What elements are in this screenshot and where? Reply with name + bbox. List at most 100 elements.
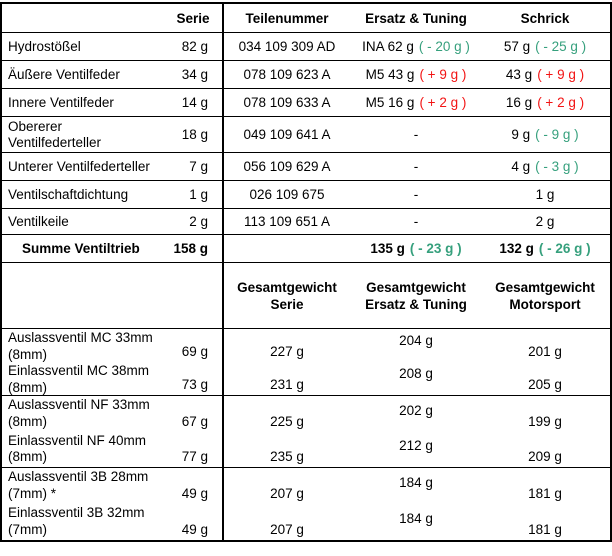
label-cell: Einlassventil NF 40mm (8mm) — [2, 432, 170, 468]
serie-cell: 2 g — [189, 214, 208, 229]
ersatz-cell: - — [352, 181, 480, 208]
serie-value: 77 g — [181, 449, 208, 464]
teilenummer-cell: 026 109 675 — [249, 187, 325, 202]
schrick-value: 9 g — [511, 127, 531, 142]
table-row-auslassventil-nf: Auslassventil NF 33mm (8mm) 67 g 225 g 2… — [2, 396, 610, 432]
gesamt-motorsport-value: 199 g — [528, 413, 562, 429]
serie-cell: 1 g — [189, 187, 208, 202]
header-line1: Gesamtgewicht — [495, 279, 595, 295]
serie-cell: 7 g — [189, 159, 208, 174]
ersatz-cell: - — [352, 153, 480, 180]
gesamt-serie-cell: 231 g — [222, 362, 352, 395]
serie-cell: 14 g — [181, 95, 208, 110]
schrick-cell: 43 g ( + 9 g ) — [480, 61, 610, 88]
table-row-oberer-ventilfederteller: Obererer Ventilfederteller 18 g 049 109 … — [2, 117, 610, 153]
table-row-summe-ventiltrieb: Summe Ventiltrieb 158 g 135 g ( - 23 g )… — [2, 235, 610, 263]
gesamt-motorsport-value: 181 g — [528, 522, 562, 537]
table-row-aeussere-ventilfeder: Äußere Ventilfeder 34 g 078 109 623 A M5… — [2, 61, 610, 89]
gesamt-motorsport-cell: 181 g — [480, 504, 610, 540]
table-row-ventilkeile: Ventilkeile 2 g 113 109 651 A - 2 g — [2, 209, 610, 235]
serie-cell: 82 g — [181, 39, 208, 54]
header-line2: Motorsport — [509, 296, 581, 312]
label-cell: Ventilschaftdichtung — [8, 187, 129, 202]
gesamt-ersatz-cell: 184 g — [352, 468, 480, 504]
schrick-cell: 9 g ( - 9 g ) — [480, 117, 610, 152]
gesamt-ersatz-value: 212 g — [399, 438, 433, 453]
header-line2: Serie — [270, 296, 304, 312]
ersatz-cell: M5 16 g ( + 2 g ) — [352, 89, 480, 116]
schrick-cell: 2 g — [480, 209, 610, 234]
header-line2: Ersatz & Tuning — [365, 296, 467, 312]
header-gesamtgewicht-serie: Gesamtgewicht Serie — [222, 263, 352, 328]
label-line1: Einlassventil NF 40mm — [8, 432, 147, 448]
gesamt-serie-value: 207 g — [270, 486, 304, 501]
gesamt-serie-value: 225 g — [270, 413, 304, 429]
serie-value: 49 g — [181, 486, 208, 501]
summe-schrick: 132 g ( - 26 g ) — [480, 235, 610, 262]
summe-label: Summe Ventiltrieb — [22, 241, 140, 256]
schrick-value: 16 g — [505, 95, 533, 110]
label-line2: (8mm) — [8, 413, 47, 429]
schrick-value: 43 g — [505, 67, 533, 82]
schrick-delta: ( - 3 g ) — [535, 159, 579, 174]
teilenummer-cell: 049 109 641 A — [243, 127, 331, 142]
valve-group-3b: Auslassventil 3B 28mm (7mm) * 49 g 207 g… — [2, 468, 610, 540]
gesamt-serie-value: 207 g — [270, 522, 304, 537]
header-schrick: Schrick — [520, 10, 570, 26]
header-teilenummer: Teilenummer — [245, 10, 329, 26]
table-row-unterer-ventilfederteller: Unterer Ventilfederteller 7 g 056 109 62… — [2, 153, 610, 181]
table1-header-row: Serie Teilenummer Ersatz & Tuning Schric… — [2, 4, 610, 33]
label-cell: Innere Ventilfeder — [8, 95, 114, 110]
schrick-cell: 16 g ( + 2 g ) — [480, 89, 610, 116]
gesamt-serie-cell: 235 g — [222, 432, 352, 468]
table-row-ventilschaftdichtung: Ventilschaftdichtung 1 g 026 109 675 - 1… — [2, 181, 610, 209]
gesamt-ersatz-value: 184 g — [399, 511, 433, 526]
schrick-cell: 1 g — [480, 181, 610, 208]
empty-header-cell — [2, 263, 170, 328]
gesamt-ersatz-cell: 212 g — [352, 432, 480, 468]
table-row-hydrostoessel: Hydrostößel 82 g 034 109 309 AD INA 62 g… — [2, 33, 610, 61]
gesamt-ersatz-value: 208 g — [399, 366, 433, 381]
gesamt-motorsport-cell: 209 g — [480, 432, 610, 468]
gesamt-ersatz-value: 202 g — [399, 402, 433, 418]
gesamt-ersatz-cell: 204 g — [352, 329, 480, 362]
schrick-value: 4 g — [511, 159, 531, 174]
table-row-auslassventil-mc: Auslassventil MC 33mm (8mm) 69 g 227 g 2… — [2, 329, 610, 362]
summe-schrick-value: 132 g — [499, 241, 534, 256]
teilenummer-cell: 056 109 629 A — [243, 159, 331, 174]
gesamt-ersatz-cell: 184 g — [352, 504, 480, 540]
serie-value: 69 g — [181, 344, 208, 359]
serie-cell: 49 g — [170, 504, 222, 540]
schrick-delta: ( - 9 g ) — [535, 127, 579, 142]
serie-cell: 77 g — [170, 432, 222, 468]
label-line2: Ventilfederteller — [8, 134, 102, 150]
label-cell: Auslassventil 3B 28mm (7mm) * — [2, 468, 170, 504]
gesamt-serie-value: 231 g — [270, 377, 304, 392]
label-cell: Unterer Ventilfederteller — [8, 159, 150, 174]
label-cell: Auslassventil MC 33mm (8mm) — [2, 329, 170, 362]
gesamt-serie-cell: 225 g — [222, 396, 352, 432]
label-line2: (8mm) — [8, 346, 47, 362]
schrick-cell: 4 g ( - 3 g ) — [480, 153, 610, 180]
ersatz-value: - — [413, 214, 419, 229]
gesamt-motorsport-cell: 201 g — [480, 329, 610, 362]
table2-header-row: Gesamtgewicht Serie Gesamtgewicht Ersatz… — [2, 263, 610, 329]
table-row-einlassventil-mc: Einlassventil MC 38mm (8mm) 73 g 231 g 2… — [2, 362, 610, 395]
gesamt-ersatz-cell: 208 g — [352, 362, 480, 395]
empty-header-cell — [170, 263, 222, 328]
label-line2: (7mm) * — [8, 485, 56, 501]
table-row-einlassventil-nf: Einlassventil NF 40mm (8mm) 77 g 235 g 2… — [2, 432, 610, 468]
label-line2: (7mm) — [8, 521, 47, 537]
serie-cell: 69 g — [170, 329, 222, 362]
label-cell: Hydrostößel — [8, 39, 81, 54]
serie-value: 49 g — [181, 522, 208, 537]
serie-cell: 67 g — [170, 396, 222, 432]
teilenummer-cell: 113 109 651 A — [243, 214, 331, 229]
label-line1: Einlassventil 3B 32mm — [8, 505, 145, 520]
gesamt-motorsport-value: 205 g — [528, 377, 562, 392]
label-line2: (8mm) — [8, 449, 47, 464]
schrick-value: 57 g — [503, 39, 531, 54]
header-gesamtgewicht-motorsport: Gesamtgewicht Motorsport — [480, 263, 610, 328]
label-cell: Obererer Ventilfederteller — [2, 117, 170, 152]
